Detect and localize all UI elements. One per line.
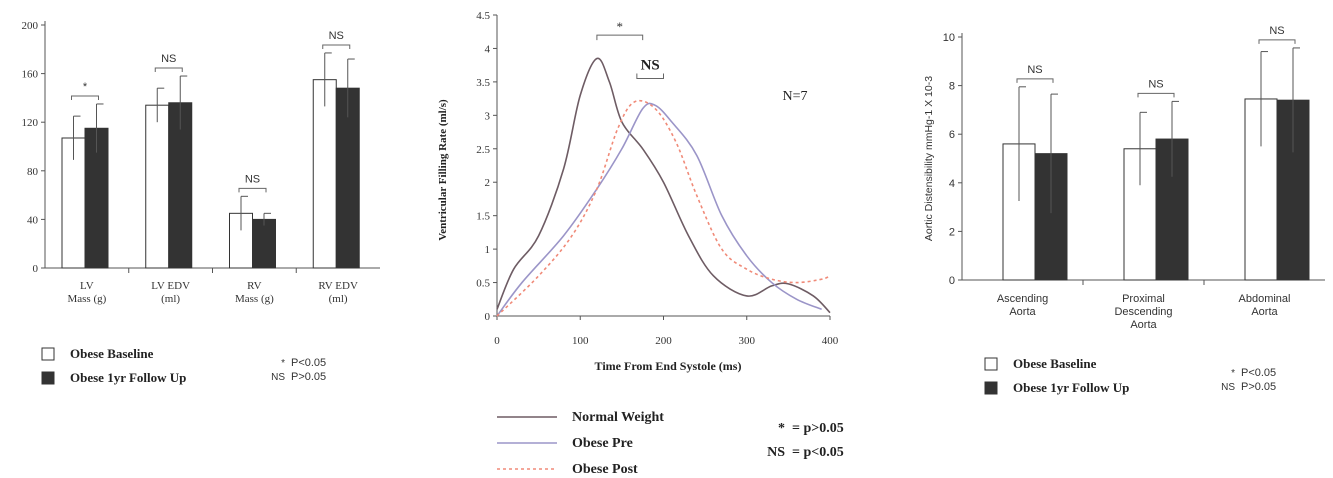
x-category-label: Mass (g) — [67, 293, 106, 305]
significance-bracket — [1016, 78, 1054, 83]
legend-note-symbol: NS — [271, 372, 285, 383]
x-category-label: Proximal — [1122, 293, 1165, 305]
y-tick-label: 160 — [22, 69, 39, 81]
significance-bracket — [322, 44, 351, 49]
x-category-label: (ml) — [329, 293, 348, 305]
y-tick-label: 0 — [33, 263, 39, 275]
significance-label: NS — [1269, 25, 1284, 37]
legend-swatch-baseline — [41, 347, 55, 361]
legend-note-text: P<0.05 — [291, 357, 326, 369]
y-tick-label: 6 — [949, 129, 955, 141]
bar-baseline — [145, 104, 170, 269]
x-tick-label: 0 — [494, 335, 500, 347]
legend-swatch-followup — [41, 371, 55, 385]
y-tick-label: 2 — [949, 226, 955, 238]
significance-label: NS — [641, 58, 660, 74]
y-tick-label: 0 — [485, 311, 491, 323]
x-category-label: LV — [80, 280, 94, 292]
significance-label: NS — [1027, 64, 1042, 76]
sample-size-annotation: N=7 — [782, 89, 807, 104]
x-category-label: RV EDV — [318, 280, 358, 292]
x-tick-label: 300 — [739, 335, 756, 347]
x-tick-label: 400 — [822, 335, 839, 347]
x-category-label: Aorta — [1009, 306, 1036, 318]
legend-label: Obese 1yr Follow Up — [1013, 380, 1129, 395]
y-tick-label: 1 — [485, 244, 491, 256]
legend-swatch-followup — [984, 381, 998, 395]
y-tick-label: 4 — [949, 178, 955, 190]
legend-label: Obese Post — [572, 462, 638, 477]
y-tick-label: 200 — [22, 20, 39, 32]
y-tick-label: 4 — [485, 43, 491, 55]
y-tick-label: 1.5 — [476, 211, 490, 223]
legend-label: Obese 1yr Follow Up — [70, 370, 186, 385]
series-line-normal-weight — [496, 57, 831, 314]
y-tick-label: 0 — [949, 275, 955, 287]
legend-note-symbol: * — [778, 421, 785, 436]
significance-bracket — [1258, 39, 1296, 44]
legend-note-symbol: NS — [767, 445, 785, 460]
legend-label: Normal Weight — [572, 410, 664, 425]
significance-label: * — [83, 81, 88, 93]
x-category-label: Mass (g) — [235, 293, 274, 305]
legend-note-text: P<0.05 — [1241, 367, 1276, 379]
legend-note-text: = p>0.05 — [792, 421, 844, 436]
significance-bracket — [71, 95, 99, 100]
x-category-label: RV — [247, 280, 261, 292]
significance-label: * — [617, 19, 624, 34]
y-tick-label: 8 — [949, 81, 955, 93]
legend-note-text: = p<0.05 — [792, 445, 844, 460]
bar-baseline — [312, 79, 337, 269]
x-category-label: Abdominal — [1239, 293, 1291, 305]
significance-bracket — [1137, 92, 1175, 98]
x-tick-label: 100 — [572, 335, 589, 347]
significance-label: NS — [1148, 78, 1163, 90]
y-tick-label: 2 — [485, 177, 491, 189]
x-category-label: Aorta — [1130, 319, 1157, 331]
legend-note-symbol: NS — [1221, 382, 1235, 393]
x-category-label: Aorta — [1251, 306, 1278, 318]
x-axis-label: Time From End Systole (ms) — [595, 359, 742, 373]
y-tick-label: 3.5 — [476, 77, 490, 89]
x-tick-label: 200 — [655, 335, 672, 347]
x-category-label: Descending — [1114, 306, 1172, 318]
y-tick-label: 2.5 — [476, 144, 490, 156]
legend-note-text: P>0.05 — [1241, 381, 1276, 393]
x-category-label: (ml) — [161, 293, 180, 305]
legend-swatch-baseline — [984, 357, 998, 371]
significance-bracket — [636, 73, 664, 80]
y-tick-label: 0.5 — [476, 278, 490, 290]
significance-bracket — [238, 187, 267, 193]
y-axis-label: Ventricular Filling Rate (ml/s) — [437, 99, 449, 241]
legend-note-symbol: * — [1231, 368, 1235, 379]
y-tick-label: 40 — [27, 214, 39, 226]
y-axis-label: Aortic Distensibility mmHg-1 X 10-3 — [923, 76, 935, 241]
x-category-label: Ascending — [997, 293, 1048, 305]
legend-note-text: P>0.05 — [291, 371, 326, 383]
legend-label: Obese Baseline — [70, 346, 154, 361]
significance-bracket — [596, 34, 644, 41]
legend-note-symbol: * — [281, 358, 285, 369]
series-line-obese-pre — [496, 102, 822, 317]
legend-label: Obese Baseline — [1013, 356, 1097, 371]
x-category-label: LV EDV — [151, 280, 190, 292]
y-tick-label: 4.5 — [476, 10, 490, 22]
significance-label: NS — [161, 53, 176, 65]
y-tick-label: 120 — [22, 117, 39, 129]
y-tick-label: 3 — [485, 110, 491, 122]
y-tick-label: 80 — [27, 166, 39, 178]
bar-followup — [252, 218, 276, 269]
significance-label: NS — [329, 30, 344, 42]
legend-label: Obese Pre — [572, 436, 633, 451]
significance-bracket — [154, 67, 183, 73]
significance-label: NS — [245, 173, 260, 185]
y-tick-label: 10 — [943, 32, 955, 44]
